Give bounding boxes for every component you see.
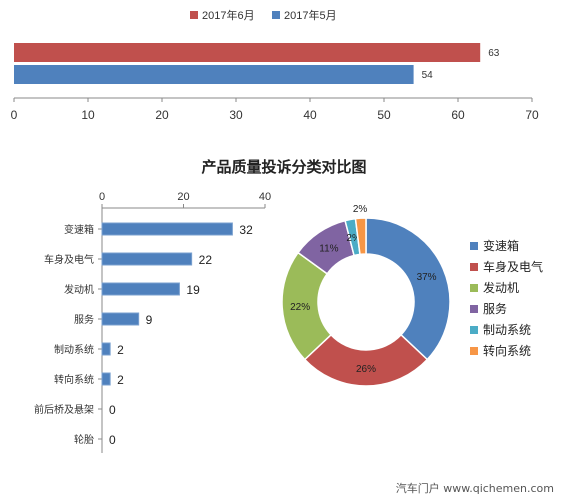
donut-legend-swatch-2 (470, 263, 478, 271)
category-bar-4 (101, 312, 140, 326)
category-value-label-7: 0 (109, 403, 116, 417)
donut-legend-label-6: 转向系统 (483, 343, 531, 358)
category-value-label-6: 2 (117, 373, 124, 387)
category-chart-title: 产品质量投诉分类对比图 (201, 158, 366, 176)
donut-legend-label-5: 制动系统 (483, 323, 531, 337)
watermark: 汽车门户 www.qichemen.com (395, 482, 554, 495)
category-label-3: 发动机 (64, 283, 94, 296)
category-x-tick-label-40: 40 (259, 191, 271, 203)
legend-swatch-2 (272, 11, 280, 19)
bar-value-label-1: 63 (488, 48, 500, 59)
category-bar-5 (101, 342, 111, 356)
legend-label-1: 2017年6月 (202, 8, 255, 22)
x-tick-label-0: 0 (11, 108, 18, 122)
legend-label-2: 2017年5月 (284, 8, 337, 22)
category-x-tick-label-0: 0 (99, 191, 105, 203)
legend-swatch-1 (190, 11, 198, 19)
donut-legend-swatch-1 (470, 242, 478, 250)
bar-1 (14, 43, 481, 62)
donut-slice-1 (365, 217, 451, 361)
category-value-label-8: 0 (109, 433, 116, 447)
category-value-label-5: 2 (117, 343, 124, 357)
category-value-label-1: 32 (239, 223, 253, 237)
donut-slice-label-2: 26% (356, 364, 376, 375)
x-tick-label-10: 10 (81, 108, 95, 122)
category-bar-1 (101, 222, 233, 236)
x-tick-label-20: 20 (155, 108, 169, 122)
donut-legend-label-1: 变速箱 (483, 238, 519, 253)
bar-2 (14, 65, 414, 84)
category-label-7: 前后桥及悬架 (34, 403, 94, 416)
category-x-tick-label-20: 20 (177, 191, 189, 203)
donut-legend-swatch-6 (470, 347, 478, 355)
category-label-8: 轮胎 (74, 433, 94, 446)
donut-slice-label-1: 37% (417, 272, 437, 283)
donut-slice-label-6: 2% (353, 204, 368, 215)
category-label-5: 制动系统 (54, 343, 94, 356)
donut-slice-6 (354, 217, 367, 256)
x-tick-label-30: 30 (229, 108, 243, 122)
donut-legend-swatch-4 (470, 305, 478, 313)
category-label-6: 转向系统 (54, 373, 94, 386)
x-tick-label-50: 50 (377, 108, 391, 122)
category-label-4: 服务 (74, 313, 94, 326)
donut-slice-label-4: 11% (319, 243, 338, 254)
category-bar-2 (101, 252, 193, 266)
category-value-label-2: 22 (199, 253, 213, 267)
category-value-label-4: 9 (146, 313, 153, 327)
donut-legend-label-4: 服务 (483, 301, 507, 316)
donut-legend-label-2: 车身及电气 (483, 259, 543, 274)
donut-legend-swatch-5 (470, 326, 478, 334)
x-tick-label-70: 70 (525, 108, 539, 122)
category-label-2: 车身及电气 (44, 253, 94, 266)
x-tick-label-60: 60 (451, 108, 465, 122)
donut-legend-label-3: 发动机 (483, 280, 519, 295)
category-value-label-3: 19 (186, 283, 200, 297)
category-bar-3 (101, 282, 180, 296)
donut-slice-label-5: 2% (346, 233, 361, 244)
donut-legend-swatch-3 (470, 284, 478, 292)
category-bar-6 (101, 372, 111, 386)
donut-slice-label-3: 22% (290, 302, 310, 313)
bar-value-label-2: 54 (422, 70, 434, 81)
x-tick-label-40: 40 (303, 108, 317, 122)
category-label-1: 变速箱 (64, 223, 94, 236)
